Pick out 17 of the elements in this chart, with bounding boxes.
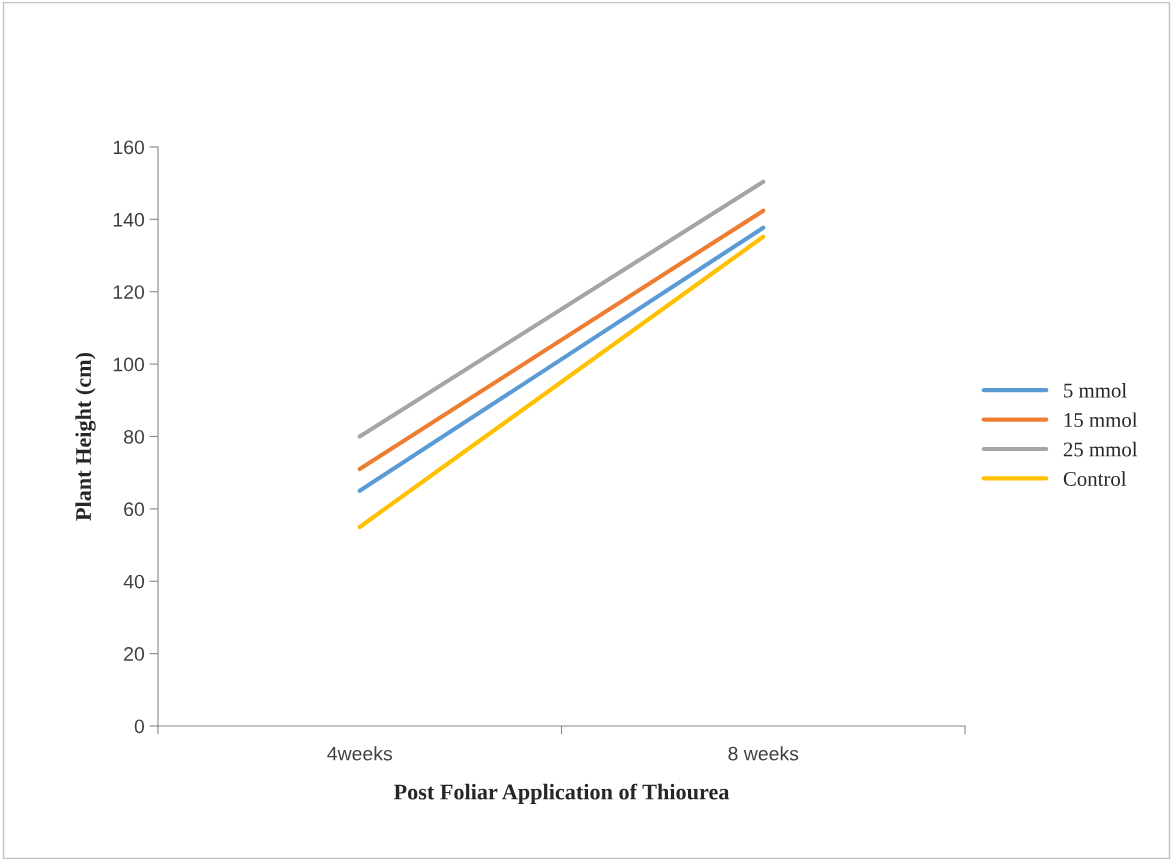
x-tick-label: 4weeks bbox=[327, 746, 393, 761]
legend-label: 15 mmol bbox=[1064, 412, 1138, 428]
y-tick-label: 20 bbox=[124, 647, 145, 661]
y-tick-label: 0 bbox=[134, 719, 145, 734]
y-tick-label: 120 bbox=[113, 285, 145, 299]
legend-label: 25 mmol bbox=[1063, 441, 1138, 457]
y-tick-label: 60 bbox=[124, 502, 145, 517]
y-tick-label: 80 bbox=[124, 429, 145, 444]
legend-label: Control bbox=[1063, 471, 1127, 486]
y-axis-title: Plant Height (cm) bbox=[75, 352, 96, 521]
legend-label: 5 mmol bbox=[1064, 382, 1127, 398]
x-tick-label: 8 weeks bbox=[728, 746, 799, 761]
y-tick-label: 160 bbox=[113, 140, 145, 155]
y-tick-label: 140 bbox=[113, 212, 145, 227]
x-axis-title: Post Foliar Application of Thiourea bbox=[393, 783, 730, 805]
y-tick-label: 40 bbox=[123, 574, 145, 589]
y-tick-label: 100 bbox=[113, 357, 145, 372]
